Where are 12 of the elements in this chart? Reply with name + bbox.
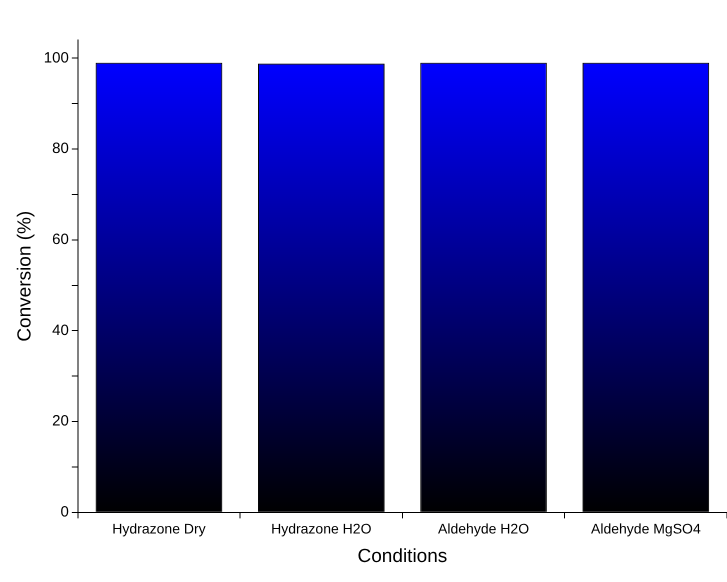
y-tick-label: 100 (44, 49, 69, 66)
y-tick-label: 40 (52, 322, 69, 339)
y-tick-label: 0 (60, 504, 69, 521)
x-tick-label: Aldehyde MgSO4 (590, 520, 701, 537)
x-tick-label: Aldehyde H2O (438, 520, 530, 537)
y-tick-label: 20 (52, 412, 69, 430)
y-axis-title: Conversion (%) (14, 210, 36, 342)
x-tick-label: Hydrazone H2O (271, 520, 372, 537)
y-tick-label: 80 (52, 140, 69, 158)
x-tick-label: Hydrazone Dry (112, 520, 206, 537)
x-axis-title: Conditions (358, 546, 448, 567)
y-tick-label: 60 (52, 231, 69, 248)
